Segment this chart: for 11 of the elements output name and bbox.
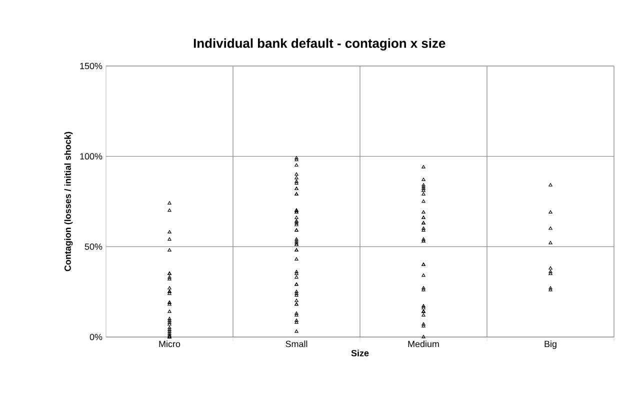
- x-axis-title: Size: [351, 350, 369, 356]
- chart-title: Individual bank default - contagion x size: [194, 38, 446, 51]
- y-tick-label: 150%: [80, 62, 102, 70]
- y-tick-label: 100%: [80, 153, 102, 160]
- y-axis-title: Contagion (losses / initial shock): [64, 132, 73, 272]
- y-tick-label: 0%: [90, 334, 102, 340]
- y-tick-label: 50%: [84, 243, 102, 250]
- x-tick-label: Medium: [408, 340, 439, 348]
- x-tick-label: Big: [544, 340, 556, 349]
- x-tick-label: Small: [286, 340, 308, 348]
- x-tick-label: Micro: [159, 340, 180, 348]
